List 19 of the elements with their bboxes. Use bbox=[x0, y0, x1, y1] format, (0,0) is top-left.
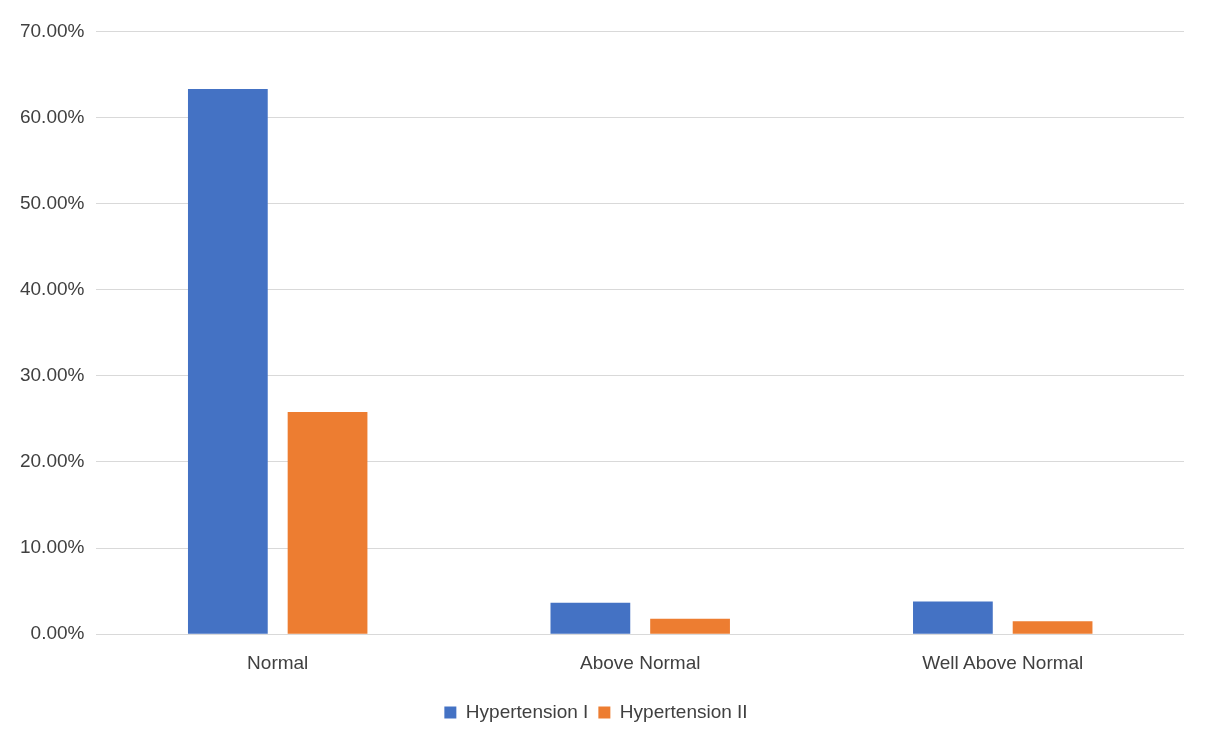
y-tick-label: 20.00% bbox=[19, 450, 85, 472]
y-tick-label: 40.00% bbox=[19, 277, 85, 299]
bar bbox=[287, 412, 368, 634]
bar bbox=[650, 618, 730, 634]
y-tick-label: 0.00% bbox=[30, 622, 85, 644]
bar bbox=[187, 89, 268, 634]
y-tick-label: 70.00% bbox=[19, 19, 85, 41]
y-tick-label: 50.00% bbox=[19, 191, 85, 213]
legend-label: Hypertension I bbox=[465, 700, 589, 722]
x-tick-label: Well Above Normal bbox=[922, 651, 1084, 673]
x-tick-label: Above Normal bbox=[580, 651, 701, 673]
bar bbox=[550, 602, 631, 634]
y-tick-label: 60.00% bbox=[19, 105, 85, 127]
bar bbox=[1012, 621, 1093, 634]
legend-label: Hypertension II bbox=[619, 700, 748, 722]
y-tick-label: 30.00% bbox=[19, 364, 85, 386]
y-tick-label: 10.00% bbox=[19, 536, 85, 558]
bar bbox=[913, 601, 993, 634]
x-tick-label: Normal bbox=[247, 651, 309, 673]
